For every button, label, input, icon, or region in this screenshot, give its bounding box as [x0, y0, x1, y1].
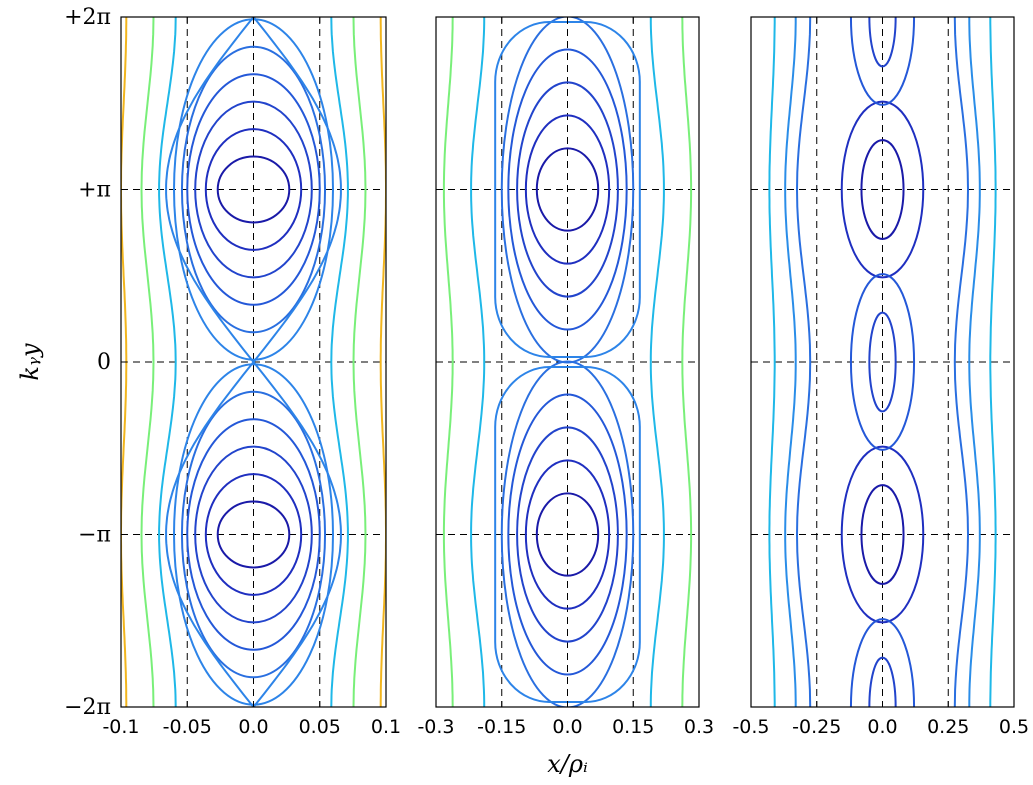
contour-open-line [442, 17, 454, 707]
contour-satellite [868, 311, 897, 413]
contour-closed [535, 147, 600, 232]
x-tick-label: -0.15 [477, 716, 526, 738]
x-tick-label: 0.0 [867, 716, 897, 738]
contour-closed [535, 492, 600, 577]
contour-open-line [379, 17, 386, 707]
y-tick-label: +π [78, 178, 111, 203]
contour-closed [204, 128, 303, 251]
x-tick-label: -0.05 [163, 716, 212, 738]
contour-closed [840, 100, 925, 279]
x-tick-label: 0.3 [684, 716, 714, 738]
contour-closed [216, 500, 291, 569]
contour-closed [507, 48, 628, 331]
contour-closed [180, 45, 327, 334]
contour-closed [516, 81, 619, 298]
plot-area [436, 17, 699, 707]
contour-closed [840, 445, 925, 624]
contour-closed [507, 393, 628, 676]
x-tick-label: -0.1 [102, 716, 139, 738]
contour-open-line [352, 17, 367, 707]
contour-closed [194, 445, 313, 624]
panel-middle [435, 16, 700, 708]
x-tick-label: 0.1 [371, 716, 401, 738]
contour-satellite [849, 273, 916, 451]
contour-open-line [140, 17, 155, 707]
x-axis-title: x/ρᵢ [547, 750, 588, 778]
contour-closed [516, 426, 619, 643]
contour-closed [860, 139, 905, 240]
panel-right [750, 16, 1015, 708]
contour-open-line [784, 17, 797, 707]
x-tick-label: 0.05 [299, 716, 341, 738]
panel-left [120, 16, 387, 708]
contour-closed [180, 390, 327, 679]
contour-open-line [968, 17, 981, 707]
x-tick-label: -0.3 [417, 716, 454, 738]
contour-closed [524, 114, 611, 265]
contour-satellite [868, 17, 897, 68]
plot-area [121, 17, 386, 707]
contour-open-line [795, 17, 812, 707]
contour-closed [216, 155, 291, 224]
separatrix [252, 17, 342, 707]
contour-closed [194, 100, 313, 279]
y-tick-label: −2π [64, 695, 111, 720]
y-tick-label: 0 [97, 350, 111, 375]
contour-closed [204, 473, 303, 596]
contour-closed [500, 360, 635, 707]
contour-open-line [768, 17, 776, 707]
x-tick-label: -0.25 [792, 716, 841, 738]
contour-open-line [330, 17, 349, 707]
x-tick-label: 0.15 [612, 716, 654, 738]
y-axis-title: kᵧy [16, 343, 44, 381]
x-tick-label: 0.5 [999, 716, 1029, 738]
contour-open-line [989, 17, 997, 707]
panels-layer [120, 16, 1015, 708]
contour-open-line [649, 17, 665, 707]
y-tick-label: +2π [64, 5, 111, 30]
x-tick-label: 0.0 [238, 716, 268, 738]
contour-open-line [681, 17, 693, 707]
x-tick-label: 0.0 [552, 716, 582, 738]
contour-closed [186, 418, 321, 651]
contour-satellite [849, 17, 916, 106]
x-tick-label: 0.25 [927, 716, 969, 738]
contour-closed [524, 459, 611, 610]
contour-open-line [953, 17, 970, 707]
labels-layer: -0.1 -0.05 0.0 0.05 0.1 −2π −π 0 +π +2π kᵧy -0.3 -0.… [16, 5, 1029, 778]
contour-open-line [470, 17, 486, 707]
contour-satellite [868, 656, 897, 707]
x-tick-label: -0.5 [732, 716, 769, 738]
contour-open-line [158, 17, 177, 707]
plot-area [751, 17, 1014, 707]
contour-closed [860, 484, 905, 585]
y-tick-label: −π [78, 523, 111, 548]
contour-closed [186, 73, 321, 306]
